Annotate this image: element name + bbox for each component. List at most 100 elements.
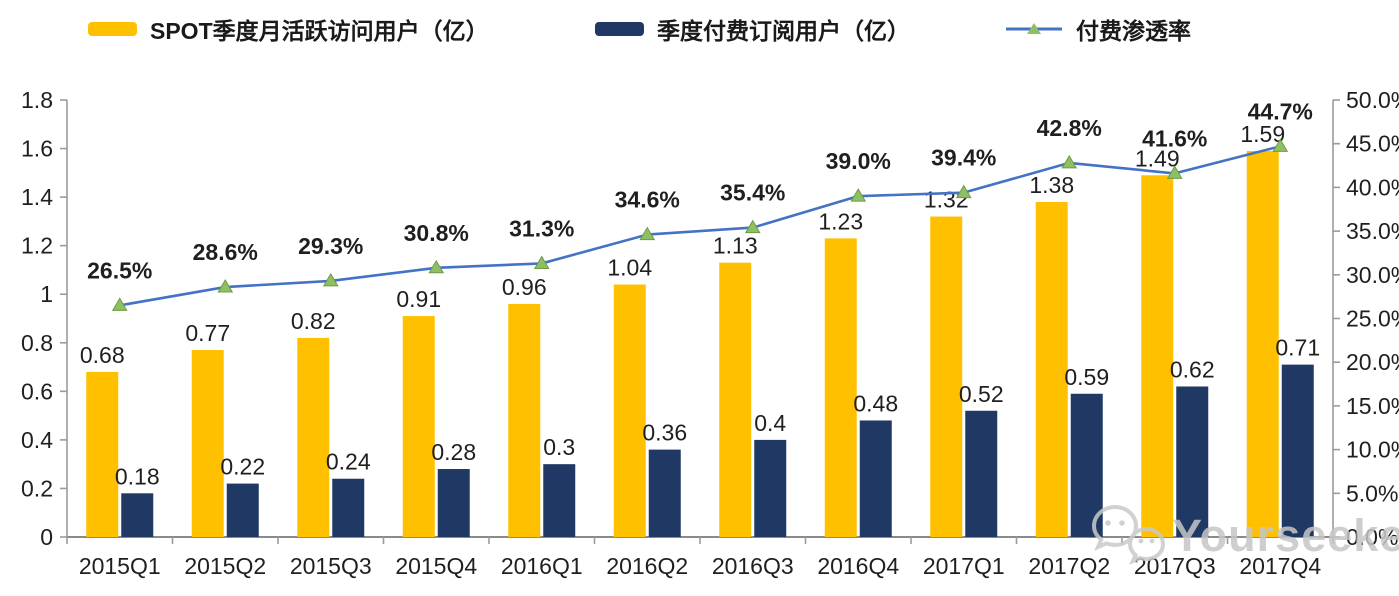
triangle-marker-2016Q2 xyxy=(639,226,656,241)
bar-mau-2017Q2 xyxy=(1035,201,1068,537)
x-axis-category-label: 2015Q3 xyxy=(290,553,372,579)
bar-label-mau-2017Q3: 1.49 xyxy=(1135,145,1180,171)
legend-label-penetration: 付费渗透率 xyxy=(1076,18,1191,44)
triangle-marker-2015Q1 xyxy=(111,297,128,311)
bar-mau-2015Q4 xyxy=(402,316,435,537)
left-axis-tick-label: 0.4 xyxy=(21,427,53,453)
left-axis-tick-label: 0 xyxy=(40,524,53,550)
bar-label-mau-2016Q3: 1.13 xyxy=(713,233,758,259)
penetration-label-2017Q4: 44.7% xyxy=(1248,98,1313,124)
legend-swatch-mau-bar xyxy=(88,22,137,36)
bar-label-subscribers-2015Q1: 0.18 xyxy=(115,463,160,489)
bar-mau-2016Q2 xyxy=(613,284,646,537)
penetration-label-2017Q3: 41.6% xyxy=(1142,125,1207,151)
right-axis-tick-label: 15.0% xyxy=(1346,393,1399,419)
bar-mau-2017Q3 xyxy=(1141,175,1174,537)
x-axis-category-label: 2015Q1 xyxy=(79,553,161,579)
bar-label-subscribers-2017Q4: 0.71 xyxy=(1275,335,1320,361)
right-axis-tick-label: 5.0% xyxy=(1346,480,1398,506)
bar-label-subscribers-2017Q2: 0.59 xyxy=(1064,364,1109,390)
bar-label-subscribers-2016Q4: 0.48 xyxy=(853,390,898,416)
left-axis-tick-label: 0.2 xyxy=(21,475,53,501)
triangle-marker-2016Q4 xyxy=(850,188,867,202)
left-axis-tick-label: 1.4 xyxy=(21,184,53,210)
left-axis-tick-label: 0.6 xyxy=(21,378,53,404)
penetration-label-2017Q1: 39.4% xyxy=(931,145,996,171)
penetration-label-2016Q2: 34.6% xyxy=(615,187,680,213)
bar-subscribers-2016Q4 xyxy=(859,420,892,537)
bar-subscribers-2016Q2 xyxy=(648,449,681,537)
triangle-marker-2017Q1 xyxy=(955,184,972,199)
bar-label-mau-2016Q1: 0.96 xyxy=(502,274,547,300)
legend-item-mau: SPOT季度月活跃访问用户（亿） xyxy=(88,14,489,44)
bar-subscribers-2015Q1 xyxy=(121,493,154,537)
triangle-marker-2015Q4 xyxy=(428,259,445,274)
penetration-label-2015Q4: 30.8% xyxy=(404,220,469,246)
bar-label-mau-2016Q4: 1.23 xyxy=(818,208,863,234)
bar-label-subscribers-2015Q2: 0.22 xyxy=(220,454,265,480)
legend-line-marker-icon xyxy=(1006,23,1062,34)
right-axis-tick-label: 20.0% xyxy=(1346,349,1399,375)
penetration-label-2015Q3: 29.3% xyxy=(298,233,363,259)
bar-mau-2015Q2 xyxy=(191,350,224,537)
left-axis-tick-label: 1.6 xyxy=(21,136,53,162)
penetration-label-2015Q2: 28.6% xyxy=(193,239,258,265)
triangle-marker-2015Q2 xyxy=(217,279,234,293)
bar-mau-2016Q1 xyxy=(508,303,541,537)
bar-label-subscribers-2017Q3: 0.62 xyxy=(1170,356,1215,382)
x-axis-category-label: 2017Q2 xyxy=(1028,553,1110,579)
bar-label-mau-2017Q4: 1.59 xyxy=(1240,121,1285,147)
bar-mau-2016Q4 xyxy=(824,238,857,537)
bar-label-mau-2017Q2: 1.38 xyxy=(1029,172,1074,198)
left-axis-tick-label: 0.8 xyxy=(21,330,53,356)
right-axis-tick-label: 40.0% xyxy=(1346,174,1399,200)
bar-mau-2017Q1 xyxy=(930,216,963,538)
x-axis-category-label: 2017Q4 xyxy=(1239,553,1321,579)
bar-mau-2017Q4 xyxy=(1246,150,1279,537)
legend-label-mau: SPOT季度月活跃访问用户（亿） xyxy=(150,18,489,44)
right-axis-tick-label: 35.0% xyxy=(1346,218,1399,244)
bar-subscribers-2015Q4 xyxy=(437,469,470,537)
x-axis-category-label: 2016Q1 xyxy=(501,553,583,579)
bar-subscribers-2017Q2 xyxy=(1070,393,1103,537)
triangle-marker-2015Q3 xyxy=(322,272,339,287)
bar-subscribers-2017Q1 xyxy=(965,410,998,537)
bar-subscribers-2015Q3 xyxy=(332,478,365,537)
x-axis-category-label: 2016Q3 xyxy=(712,553,794,579)
right-axis-tick-label: 25.0% xyxy=(1346,306,1399,332)
x-axis-category-label: 2017Q3 xyxy=(1134,553,1216,579)
triangle-marker-2016Q1 xyxy=(533,255,550,269)
bar-label-subscribers-2016Q2: 0.36 xyxy=(642,420,687,446)
bar-label-subscribers-2015Q4: 0.28 xyxy=(431,439,476,465)
bar-mau-2016Q3 xyxy=(719,262,752,537)
triangle-marker-2017Q2 xyxy=(1061,154,1078,169)
x-axis-category-label: 2015Q4 xyxy=(395,553,477,579)
penetration-line xyxy=(119,145,1281,307)
x-axis-category-label: 2016Q4 xyxy=(817,553,899,579)
legend-item-subscribers: 季度付费订阅用户（亿） xyxy=(595,14,910,44)
bar-label-subscribers-2015Q3: 0.24 xyxy=(326,449,371,475)
bar-label-mau-2015Q2: 0.77 xyxy=(185,320,230,346)
left-axis-tick-label: 1.2 xyxy=(21,233,53,259)
penetration-label-2016Q4: 39.0% xyxy=(826,148,891,174)
triangle-marker-2017Q3 xyxy=(1166,165,1183,179)
penetration-label-2017Q2: 42.8% xyxy=(1037,115,1102,141)
bar-subscribers-2016Q1 xyxy=(543,464,576,537)
triangle-marker-2016Q3 xyxy=(744,219,761,234)
penetration-label-2015Q1: 26.5% xyxy=(87,257,152,283)
bar-subscribers-2017Q4 xyxy=(1281,364,1314,537)
right-axis-tick-label: 10.0% xyxy=(1346,437,1399,463)
legend-label-subscribers: 季度付费订阅用户（亿） xyxy=(657,18,910,44)
x-axis-category-label: 2017Q1 xyxy=(923,553,1005,579)
right-axis-tick-label: 30.0% xyxy=(1346,262,1399,288)
bar-subscribers-2016Q3 xyxy=(754,439,787,537)
bar-label-mau-2015Q4: 0.91 xyxy=(396,286,441,312)
x-axis-category-label: 2016Q2 xyxy=(606,553,688,579)
legend-swatch-subscribers-bar xyxy=(595,22,644,36)
right-axis-tick-label: 50.0% xyxy=(1346,87,1399,113)
left-axis-tick-label: 1 xyxy=(40,281,53,307)
left-axis-tick-label: 1.8 xyxy=(21,87,53,113)
bar-subscribers-2017Q3 xyxy=(1176,386,1209,537)
